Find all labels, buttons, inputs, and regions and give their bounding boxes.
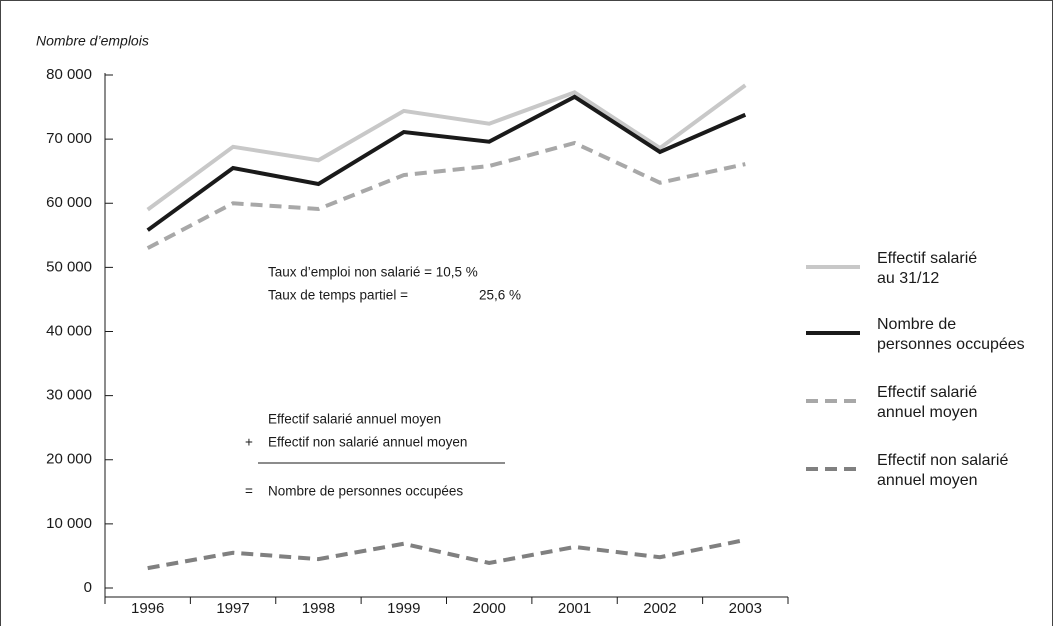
y-axis-label: Nombre d’emplois: [36, 33, 149, 49]
annotation: =: [245, 484, 253, 499]
x-tick-label: 2001: [558, 600, 591, 617]
legend-label: Nombre de personnes occupées: [877, 316, 1025, 353]
x-tick-label: 1999: [387, 600, 420, 617]
x-tick-label: 2003: [729, 600, 762, 617]
annotation: Nombre de personnes occupées: [268, 484, 463, 499]
x-tick-label: 1996: [131, 600, 164, 617]
x-tick-label: 2000: [473, 600, 506, 617]
annotation: Taux de temps partiel =: [268, 288, 408, 303]
annotation: Effectif non salarié annuel moyen: [268, 435, 467, 450]
annotation: Taux d’emploi non salarié = 10,5 %: [268, 265, 478, 280]
series-line: [146, 83, 747, 212]
x-tick-label: 2002: [643, 600, 676, 617]
y-tick-label: 50 000: [46, 258, 92, 275]
legend-label: Effectif salarié annuel moyen: [877, 384, 978, 421]
series-line: [147, 537, 746, 571]
y-tick-label: 80 000: [46, 66, 92, 83]
series-line: [146, 94, 747, 232]
legend-label: Effectif non salarié annuel moyen: [877, 452, 1009, 489]
annotation: Effectif salarié annuel moyen: [268, 412, 441, 427]
y-tick-label: 40 000: [46, 322, 92, 339]
y-tick-label: 60 000: [46, 194, 92, 211]
annotation: +: [245, 435, 253, 450]
legend-label: Effectif salarié au 31/12: [877, 250, 978, 287]
y-tick-label: 70 000: [46, 130, 92, 147]
x-tick-label: 1997: [216, 600, 249, 617]
y-tick-label: 30 000: [46, 387, 92, 404]
series-line: [146, 140, 746, 250]
annotation: 25,6 %: [479, 288, 521, 303]
y-tick-label: 10 000: [46, 515, 92, 532]
x-tick-label: 1998: [302, 600, 335, 617]
y-tick-label: 20 000: [46, 451, 92, 468]
y-tick-label: 0: [84, 579, 92, 596]
